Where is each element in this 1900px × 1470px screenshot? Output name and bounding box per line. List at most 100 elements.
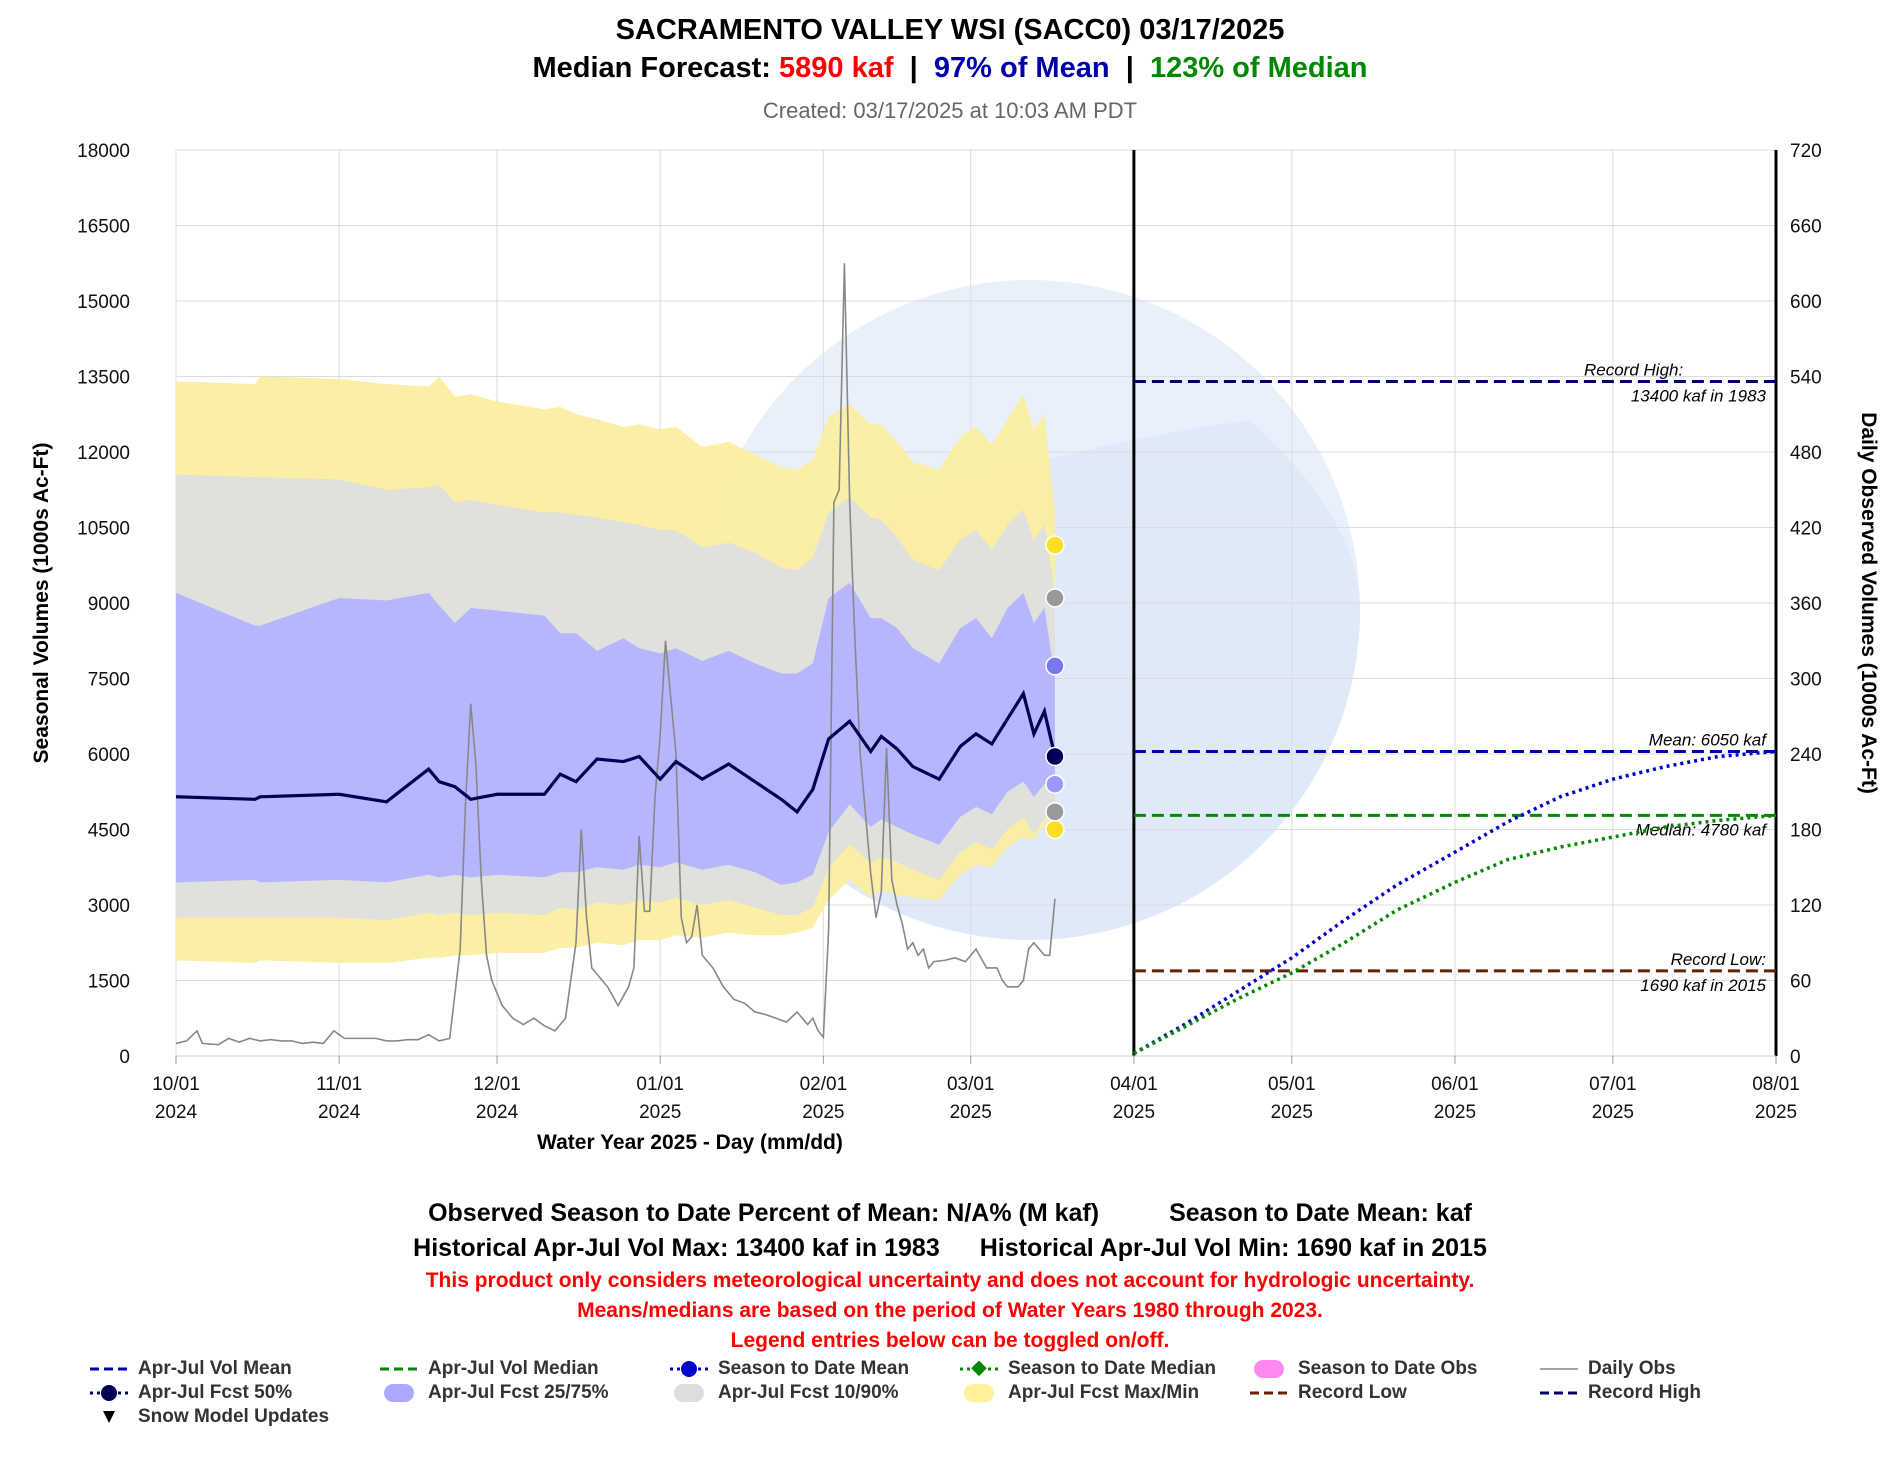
x-tick-label-year: 2025 bbox=[950, 1102, 992, 1123]
x-tick-label-date: 08/01 bbox=[1752, 1074, 1800, 1095]
legend-label: Season to Date Median bbox=[1008, 1358, 1216, 1379]
legend-swatch-icon bbox=[90, 1385, 128, 1401]
x-tick-label-date: 11/01 bbox=[316, 1074, 362, 1095]
season-to-date-mean-summary: Season to Date Mean: kaf bbox=[1169, 1199, 1472, 1227]
x-tick-label-date: 10/01 bbox=[152, 1074, 200, 1095]
x-tick-label-year: 2024 bbox=[318, 1102, 361, 1123]
legend-swatch-icon bbox=[103, 1411, 115, 1423]
daily-obs-line bbox=[175, 263, 1056, 1046]
y2-axis-title: Daily Observed Volumes (1000s Ac-Ft) bbox=[1857, 412, 1880, 794]
y-tick-label: 15000 bbox=[77, 292, 130, 313]
y2-tick-label: 420 bbox=[1790, 519, 1822, 540]
legend-swatch-icon bbox=[964, 1384, 994, 1402]
y-tick-label: 12000 bbox=[77, 443, 130, 464]
marker-p90 bbox=[1045, 588, 1065, 608]
forecast-chart: Record High: 13400 kaf in 1983 Mean: 6050 … bbox=[30, 141, 1880, 1154]
x-tick-label-date: 04/01 bbox=[1110, 1074, 1158, 1095]
legend-item[interactable]: Record High bbox=[1538, 1382, 1701, 1404]
legend-label: Season to Date Obs bbox=[1298, 1358, 1478, 1379]
legend-swatch-icon bbox=[1250, 1391, 1288, 1395]
legend-swatch-icon bbox=[674, 1384, 704, 1402]
x-tick-label-year: 2025 bbox=[1434, 1102, 1476, 1123]
legend-item[interactable]: Daily Obs bbox=[1538, 1358, 1676, 1380]
y-tick-label: 18000 bbox=[77, 141, 130, 162]
legend-item[interactable]: Apr-Jul Fcst 10/90% bbox=[668, 1382, 899, 1404]
legend-swatch-icon bbox=[1540, 1368, 1578, 1370]
y2-tick-label: 720 bbox=[1790, 141, 1822, 162]
record-low-label: Record Low: bbox=[1671, 950, 1767, 969]
x-tick-label-date: 06/01 bbox=[1431, 1074, 1479, 1095]
y2-tick-label: 300 bbox=[1790, 670, 1822, 691]
legend-item[interactable]: Snow Model Updates bbox=[88, 1406, 329, 1428]
season-to-date-mean-line bbox=[1133, 749, 1777, 1056]
legend-swatch-icon bbox=[960, 1360, 998, 1377]
legend-item[interactable]: Season to Date Obs bbox=[1248, 1358, 1478, 1380]
band-25-75 bbox=[176, 582, 1055, 885]
fcst-50-line bbox=[175, 689, 1057, 815]
y2-tick-label: 120 bbox=[1790, 896, 1822, 917]
marker-p75 bbox=[1045, 656, 1065, 676]
median-label: Median: 4780 kaf bbox=[1636, 820, 1769, 839]
legend-item[interactable]: Apr-Jul Fcst 25/75% bbox=[378, 1382, 609, 1404]
legend-label: Snow Model Updates bbox=[138, 1406, 330, 1427]
legend-label: Daily Obs bbox=[1588, 1358, 1676, 1379]
legend-item[interactable]: Apr-Jul Vol Mean bbox=[88, 1358, 292, 1380]
x-tick-label-year: 2025 bbox=[802, 1102, 844, 1123]
legend-swatch-icon bbox=[90, 1367, 128, 1371]
legend-toggle-note: Legend entries below can be toggled on/o… bbox=[730, 1329, 1170, 1352]
x-tick-label-year: 2024 bbox=[155, 1102, 198, 1123]
x-tick-label-date: 05/01 bbox=[1268, 1074, 1316, 1095]
legend-item[interactable]: Apr-Jul Vol Median bbox=[378, 1358, 599, 1380]
observed-percent-of-mean: Observed Season to Date Percent of Mean:… bbox=[428, 1199, 1100, 1227]
marker-max bbox=[1045, 535, 1065, 555]
y2-tick-label: 240 bbox=[1790, 745, 1822, 766]
chart-subtitle: Median Forecast: 5890 kaf | 97% of Mean … bbox=[0, 52, 1900, 85]
legend-item[interactable]: Season to Date Median bbox=[958, 1358, 1216, 1380]
legend-item[interactable]: Apr-Jul Fcst 50% bbox=[88, 1382, 292, 1404]
y-tick-label: 1500 bbox=[88, 972, 130, 993]
x-tick-label-year: 2025 bbox=[1113, 1102, 1155, 1123]
legend-label: Apr-Jul Vol Mean bbox=[138, 1358, 292, 1379]
record-high-value: 13400 kaf in 1983 bbox=[1631, 387, 1767, 406]
record-high-label: Record High: bbox=[1584, 361, 1683, 380]
x-tick-label-year: 2025 bbox=[1592, 1102, 1634, 1123]
percent-of-median: 123% of Median bbox=[1149, 52, 1368, 84]
marker-p25 bbox=[1045, 774, 1065, 794]
period-note: Means/medians are based on the period of… bbox=[577, 1299, 1323, 1322]
y2-tick-label: 0 bbox=[1790, 1047, 1801, 1068]
record-low-value: 1690 kaf in 2015 bbox=[1640, 976, 1766, 995]
marker-p10 bbox=[1045, 802, 1065, 822]
y-axis-title: Seasonal Volumes (1000s Ac-Ft) bbox=[30, 443, 53, 764]
y-tick-label: 16500 bbox=[77, 217, 130, 238]
legend-label: Apr-Jul Fcst 25/75% bbox=[428, 1382, 609, 1403]
separator-2: | bbox=[1125, 52, 1134, 84]
legend-item[interactable]: Record Low bbox=[1248, 1382, 1407, 1404]
legend-swatch-icon bbox=[384, 1384, 414, 1402]
legend-swatch-icon bbox=[1254, 1360, 1284, 1378]
median-forecast-label: Median Forecast: bbox=[532, 52, 771, 84]
y2-tick-label: 180 bbox=[1790, 821, 1822, 842]
marker-p50 bbox=[1045, 746, 1065, 767]
y2-tick-label: 660 bbox=[1790, 217, 1822, 238]
x-tick-label-year: 2025 bbox=[1271, 1102, 1313, 1123]
x-tick-label-year: 2025 bbox=[1755, 1102, 1797, 1123]
historical-max: Historical Apr-Jul Vol Max: 13400 kaf in… bbox=[413, 1234, 940, 1262]
y-tick-label: 0 bbox=[119, 1047, 130, 1068]
separator-1: | bbox=[909, 52, 918, 84]
legend-label: Season to Date Mean bbox=[718, 1358, 910, 1379]
legend-swatch-icon bbox=[1540, 1391, 1578, 1395]
legend-label: Record High bbox=[1588, 1382, 1701, 1403]
marker-min bbox=[1045, 819, 1065, 840]
mean-label: Mean: 6050 kaf bbox=[1649, 730, 1768, 749]
legend-swatch-icon bbox=[380, 1367, 418, 1371]
legend-item[interactable]: Apr-Jul Fcst Max/Min bbox=[958, 1382, 1199, 1404]
x-tick-label-date: 03/01 bbox=[947, 1074, 995, 1095]
y-tick-label: 4500 bbox=[88, 821, 130, 842]
y-tick-label: 13500 bbox=[77, 368, 130, 389]
historical-summary: Historical Apr-Jul Vol Max: 13400 kaf in… bbox=[0, 1234, 1900, 1263]
y2-tick-label: 540 bbox=[1790, 368, 1822, 389]
y2-tick-label: 360 bbox=[1790, 594, 1822, 615]
x-axis-title: Water Year 2025 - Day (mm/dd) bbox=[537, 1131, 843, 1154]
season-summary: Observed Season to Date Percent of Mean:… bbox=[0, 1199, 1900, 1228]
legend-item[interactable]: Season to Date Mean bbox=[668, 1358, 909, 1380]
